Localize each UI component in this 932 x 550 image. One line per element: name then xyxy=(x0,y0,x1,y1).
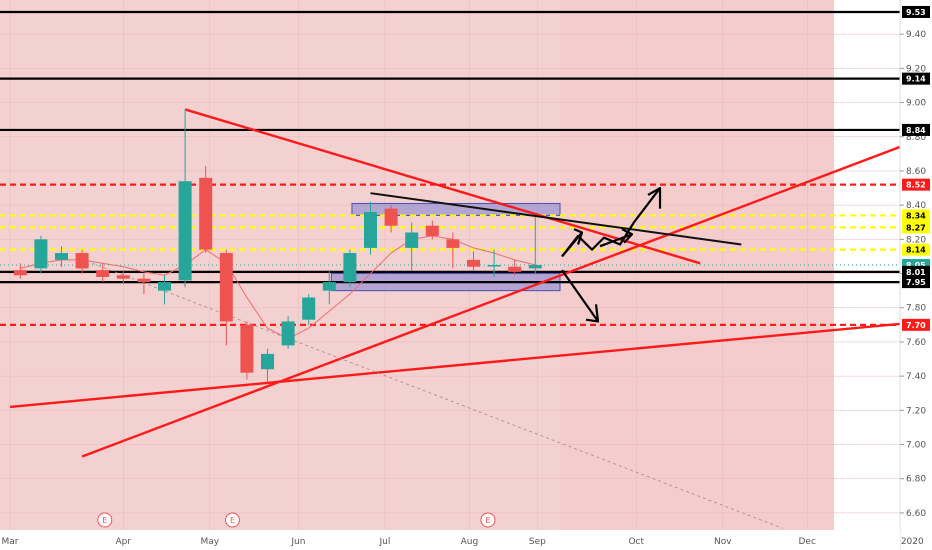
candles[interactable] xyxy=(13,109,542,383)
trendline[interactable] xyxy=(81,135,928,458)
projection-arrow[interactable] xyxy=(599,233,633,248)
y-tick-label: 7.80 xyxy=(906,304,926,314)
projection-arrow[interactable] xyxy=(561,231,583,258)
x-tick-label: Oct xyxy=(628,537,644,547)
trendline[interactable] xyxy=(370,192,742,246)
x-tick-label: Sep xyxy=(529,537,546,547)
candle-body[interactable] xyxy=(281,321,295,346)
x-tick-label: May xyxy=(201,537,220,547)
y-tick-label: 7.60 xyxy=(906,338,926,348)
y-tick-label: 8.20 xyxy=(906,235,926,245)
candle-body[interactable] xyxy=(405,232,419,248)
x-tick-label: Aug xyxy=(461,537,479,547)
earnings-marker[interactable] xyxy=(224,512,240,528)
candle-body[interactable] xyxy=(364,212,377,248)
candle-body[interactable] xyxy=(116,275,130,279)
candle-body[interactable] xyxy=(467,259,480,267)
level-label-bg xyxy=(902,72,930,85)
level-label-bg xyxy=(902,276,930,289)
x-axis-ticks: Mar Apr May Jun Jul Aug Sep Oct Nov Dec 2020 xyxy=(2,537,924,547)
x-tick-label: Jun xyxy=(290,537,305,547)
y-tick-label: 6.60 xyxy=(906,509,926,519)
trendline[interactable] xyxy=(9,320,927,409)
candle-body[interactable] xyxy=(302,297,316,320)
candle-body[interactable] xyxy=(487,265,501,267)
trendlines[interactable] xyxy=(9,108,928,529)
candle-body[interactable] xyxy=(508,266,522,272)
y-tick-label: 9.00 xyxy=(906,99,926,109)
level-label-bg xyxy=(902,318,930,331)
level-label-8.01: 8.01 xyxy=(906,268,926,277)
y-tick-label: 7.20 xyxy=(906,406,926,416)
level-label-7.95: 7.95 xyxy=(906,278,926,287)
y-tick-label: 9.20 xyxy=(906,64,926,74)
x-tick-label: Mar xyxy=(2,537,19,547)
level-label-bg xyxy=(902,221,930,234)
x-tick-label: 2020 xyxy=(901,537,924,547)
candle-body[interactable] xyxy=(137,278,151,283)
arrow-head xyxy=(647,186,662,209)
earnings-marker-label: E xyxy=(230,516,235,525)
candle-body[interactable] xyxy=(528,265,542,269)
candle-body[interactable] xyxy=(158,282,171,291)
earnings-marker-label: E xyxy=(485,516,490,525)
trendline[interactable] xyxy=(184,108,701,265)
earnings-marker[interactable] xyxy=(97,512,113,528)
level-label-8.84: 8.84 xyxy=(906,126,926,135)
candle-body[interactable] xyxy=(96,270,110,277)
arrow-head xyxy=(621,228,634,244)
y-tick-label: 8.80 xyxy=(906,133,926,143)
level-label-8.27: 8.27 xyxy=(906,223,926,232)
projection-arrows[interactable] xyxy=(561,186,662,323)
candle-body[interactable] xyxy=(13,270,27,276)
candle-body[interactable] xyxy=(75,253,89,269)
candle-body[interactable] xyxy=(178,181,192,281)
price-levels[interactable] xyxy=(0,10,900,326)
candle-body[interactable] xyxy=(199,177,213,250)
projection-arrow[interactable] xyxy=(561,269,599,323)
candle-body[interactable] xyxy=(34,239,48,269)
level-label-bg xyxy=(902,123,930,136)
level-label-8.05: 8.05 xyxy=(906,261,926,270)
earnings-marker-label: E xyxy=(102,516,107,525)
x-tick-label: Jul xyxy=(378,537,390,547)
level-label-bg xyxy=(902,243,930,256)
x-tick-label: Nov xyxy=(714,537,732,547)
y-tick-label: 9.40 xyxy=(906,30,926,40)
candle-body[interactable] xyxy=(446,239,460,248)
level-label-9.53: 9.53 xyxy=(906,8,926,17)
level-label-bg xyxy=(902,178,930,191)
level-labels: 9.53 9.14 8.84 8.52 8.34 8.27 8.14 8.058.017.95… xyxy=(902,5,930,331)
level-label-8.34: 8.34 xyxy=(906,211,926,220)
moving-average-line xyxy=(20,235,536,340)
candle-body[interactable] xyxy=(240,324,254,373)
y-tick-label: 7.00 xyxy=(906,441,926,451)
y-tick-label: 7.40 xyxy=(906,372,926,382)
candle-body[interactable] xyxy=(219,253,233,322)
candle-body[interactable] xyxy=(425,225,439,236)
x-axis-background xyxy=(0,530,900,550)
x-tick-label: Dec xyxy=(799,537,816,547)
level-label-7.70: 7.70 xyxy=(906,321,926,330)
candle-body[interactable] xyxy=(261,353,274,370)
candle-body[interactable] xyxy=(55,253,68,260)
candle-body[interactable] xyxy=(322,282,336,291)
candle-body[interactable] xyxy=(384,208,398,226)
level-label-bg xyxy=(902,265,930,278)
level-label-bg xyxy=(902,209,930,222)
level-label-bg xyxy=(902,5,930,18)
y-tick-label: 8.60 xyxy=(906,167,926,177)
earnings-marker[interactable] xyxy=(480,512,496,528)
candle-body[interactable] xyxy=(343,253,357,283)
arrow-head xyxy=(585,304,600,323)
level-label-8.52: 8.52 xyxy=(906,181,926,190)
y-tick-label: 6.80 xyxy=(906,475,926,485)
x-tick-label: Apr xyxy=(116,537,132,547)
y-tick-label: 8.40 xyxy=(906,201,926,211)
level-label-8.14: 8.14 xyxy=(906,246,926,255)
arrow-head xyxy=(573,228,584,245)
level-label-9.14: 9.14 xyxy=(906,75,926,84)
